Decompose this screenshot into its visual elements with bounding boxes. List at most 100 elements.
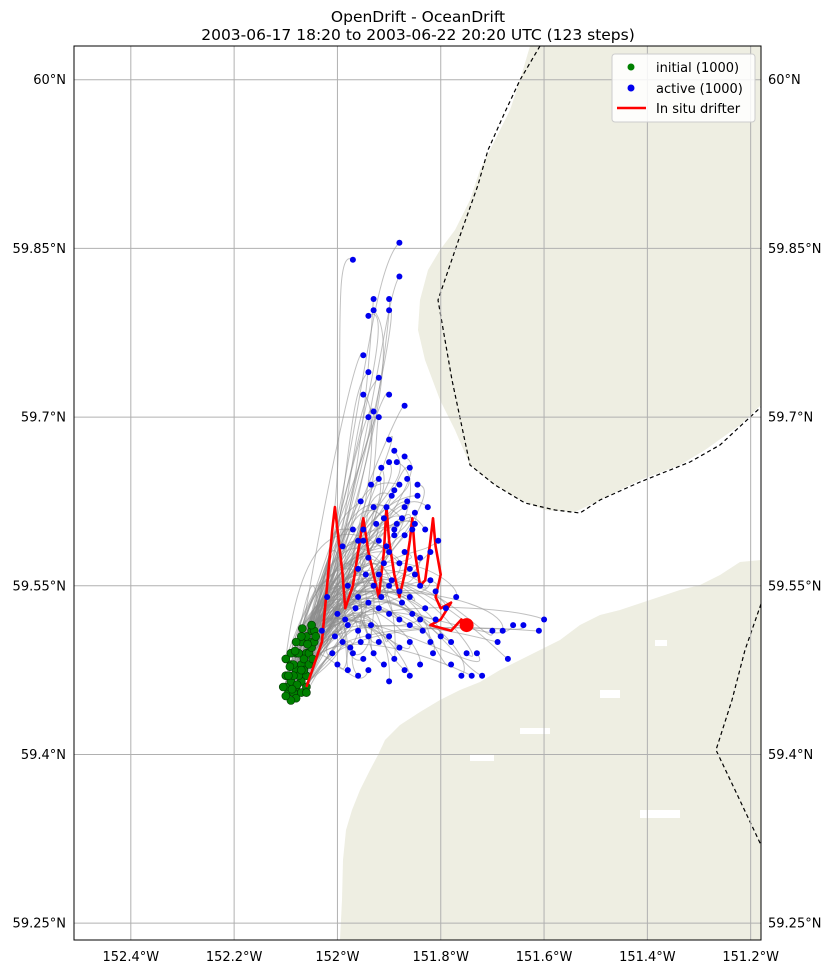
active-particle-point	[386, 307, 393, 314]
active-particle-point	[360, 526, 367, 533]
active-particle-point	[380, 661, 387, 668]
active-particle-point	[375, 571, 382, 578]
active-particle-point	[419, 627, 426, 634]
active-particle-point	[380, 515, 387, 522]
active-particle-point	[357, 498, 364, 505]
active-particle-point	[411, 520, 418, 527]
active-particle-point	[334, 610, 341, 617]
active-particle-point	[386, 459, 393, 466]
active-particle-point	[329, 650, 336, 657]
y-tick-label-left: 59.7°N	[21, 411, 66, 426]
trajectory-line	[298, 613, 372, 676]
initial-particle-point	[281, 691, 291, 701]
legend: initial (1000) active (1000) In situ dri…	[611, 53, 756, 123]
legend-marker-active	[627, 84, 635, 92]
active-particle-point	[391, 532, 398, 539]
trajectory-line	[308, 478, 410, 654]
active-particle-point	[541, 616, 548, 623]
active-particle-point	[448, 661, 455, 668]
active-particle-point	[391, 487, 398, 494]
active-particle-point	[448, 639, 455, 645]
active-particle-point	[396, 560, 403, 567]
active-particle-point	[404, 498, 411, 505]
active-particle-point	[349, 650, 356, 657]
active-particle-point	[355, 565, 362, 572]
active-particle-point	[417, 582, 424, 589]
active-particle-point	[370, 296, 377, 302]
channel-gap	[655, 640, 667, 646]
active-particle-point	[362, 571, 369, 578]
active-particle-point	[396, 616, 403, 623]
active-particle-point	[396, 588, 403, 595]
active-particle-point	[406, 594, 413, 600]
active-particle-point	[365, 312, 372, 319]
axis-tick-labels: 152.4°W 152.2°W 152°W 151.8°W 151.6°W 151.4°W…	[13, 73, 822, 965]
initial-particle-point	[307, 620, 316, 630]
channel-gap	[520, 728, 550, 734]
active-particle-point	[409, 610, 416, 617]
active-particle-point	[396, 239, 403, 246]
active-particle-point	[430, 650, 436, 657]
active-particle-point	[489, 627, 496, 634]
trajectory-line	[315, 600, 465, 677]
active-particle-point	[406, 464, 413, 471]
particle-markers	[278, 239, 548, 705]
active-particle-point	[349, 256, 356, 263]
trajectory-line	[305, 482, 400, 688]
active-particle-point	[427, 577, 434, 584]
active-particle-point	[396, 273, 403, 280]
active-particle-point	[344, 622, 351, 629]
initial-particle-point	[281, 654, 291, 664]
initial-particle-point	[284, 671, 293, 681]
active-particle-point	[383, 543, 390, 550]
active-particle-point	[399, 515, 405, 522]
active-particle-point	[406, 672, 413, 679]
active-particle-point	[318, 627, 325, 634]
active-particle-point	[393, 459, 400, 466]
active-particle-point	[401, 532, 408, 539]
x-tick-label: 151.4°W	[619, 950, 676, 965]
active-particle-point	[375, 639, 382, 645]
active-particle-point	[442, 605, 449, 612]
active-particle-point	[380, 560, 387, 567]
active-particle-point	[370, 504, 377, 511]
active-particle-point	[393, 520, 400, 527]
active-particle-point	[347, 644, 354, 651]
y-tick-label-right: 60°N	[768, 73, 801, 88]
active-particle-point	[342, 616, 349, 623]
active-particle-point	[375, 537, 382, 544]
active-particle-point	[396, 644, 403, 651]
trajectory-line	[290, 641, 359, 701]
initial-particle-point	[303, 639, 312, 649]
active-particle-point	[411, 509, 418, 516]
initial-particle-point	[290, 646, 300, 656]
y-tick-label-right: 59.7°N	[768, 411, 813, 426]
active-particle-point	[355, 537, 362, 544]
active-particle-point	[535, 627, 542, 634]
x-tick-label: 152°W	[315, 950, 359, 965]
active-particle-point	[378, 464, 385, 471]
active-particle-point	[406, 565, 413, 572]
active-particle-point	[504, 655, 511, 662]
active-particle-point	[432, 588, 439, 595]
active-particle-point	[388, 577, 395, 584]
active-particle-point	[417, 661, 424, 668]
legend-box	[611, 53, 756, 123]
initial-particle-point	[278, 682, 288, 692]
active-particle-point	[386, 391, 393, 398]
y-tick-label-left: 59.4°N	[21, 748, 66, 763]
active-particle-point	[386, 582, 393, 589]
active-particle-point	[399, 599, 405, 606]
active-particle-point	[435, 537, 442, 544]
initial-particle-point	[296, 665, 306, 675]
active-particle-point	[422, 526, 429, 533]
initial-particle-point	[299, 654, 309, 664]
active-particle-point	[479, 672, 486, 679]
active-particle-point	[344, 667, 351, 674]
y-tick-label-right: 59.55°N	[768, 579, 821, 594]
active-particle-point	[427, 549, 434, 555]
active-particle-point	[368, 481, 374, 488]
legend-label-active: active (1000)	[656, 82, 743, 97]
x-tick-label: 151.2°W	[722, 950, 779, 965]
